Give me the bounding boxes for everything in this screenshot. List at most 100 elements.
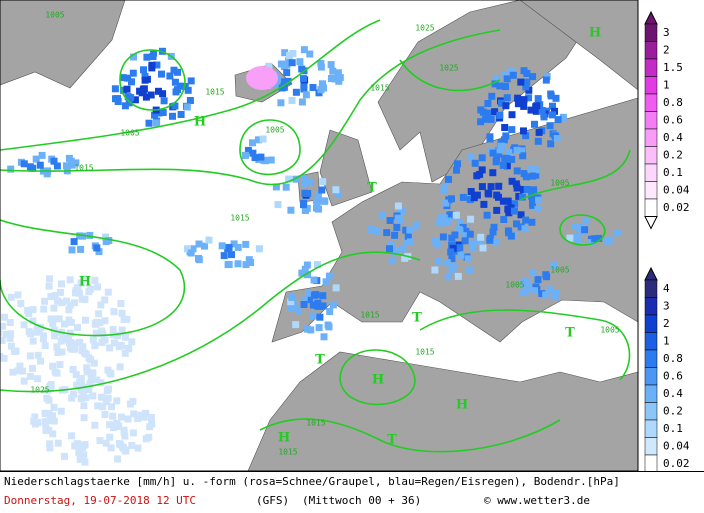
- precip-cell: [225, 244, 233, 251]
- legend-swatch: [644, 163, 658, 182]
- precip-cell: [91, 276, 99, 284]
- precip-cell: [393, 223, 401, 231]
- precip-cell: [504, 205, 512, 213]
- precip-cell: [443, 218, 451, 226]
- precip-cell: [440, 214, 448, 222]
- precip-cell: [302, 91, 310, 99]
- precip-cell: [485, 190, 493, 198]
- precip-cell: [187, 77, 195, 85]
- precip-cell: [19, 367, 27, 375]
- precip-cell: [64, 336, 72, 344]
- precip-cell: [42, 420, 50, 428]
- precip-cell: [86, 285, 94, 293]
- precip-cell: [50, 157, 58, 165]
- precip-cell: [1, 313, 8, 321]
- precip-cell: [319, 178, 327, 186]
- precip-cell: [507, 67, 515, 75]
- precip-cell: [332, 284, 340, 292]
- precip-cell: [513, 184, 521, 192]
- legend-swatch: [644, 128, 658, 147]
- precip-cell: [591, 235, 599, 243]
- precip-cell: [76, 289, 83, 297]
- precip-cell: [480, 200, 488, 208]
- precip-cell: [399, 245, 407, 253]
- precip-cell: [394, 214, 402, 222]
- precip-cell: [141, 76, 149, 84]
- precip-cell: [478, 166, 486, 174]
- precip-cell: [65, 154, 73, 162]
- precip-cell: [502, 102, 510, 110]
- precip-cell: [158, 70, 165, 78]
- isobar: [519, 149, 631, 201]
- precip-cell: [546, 286, 554, 294]
- isobar-label: 1015: [306, 419, 325, 428]
- precip-cell: [327, 75, 335, 82]
- precip-cell: [487, 183, 495, 191]
- legend-swatch: [644, 181, 658, 200]
- precip-cell: [125, 99, 133, 107]
- legend-swatch: [644, 58, 658, 77]
- legend-arrow: [644, 216, 658, 230]
- precip-cell: [98, 339, 106, 346]
- precip-cell: [520, 186, 527, 193]
- precip-cell: [29, 317, 37, 325]
- precip-cell: [125, 345, 133, 353]
- precip-cell: [109, 412, 117, 420]
- precip-cell: [128, 338, 136, 346]
- precip-cell: [488, 92, 496, 100]
- precip-cell: [118, 326, 126, 334]
- precip-cell: [508, 126, 516, 134]
- precip-cell: [303, 325, 311, 333]
- precip-cell: [517, 211, 525, 219]
- precip-cell: [29, 364, 36, 372]
- precip-cell: [517, 78, 525, 86]
- precip-cell: [72, 371, 80, 379]
- precip-cell: [114, 98, 122, 105]
- precip-cell: [456, 227, 464, 235]
- precip-cell: [127, 400, 134, 408]
- precip-cell: [46, 275, 53, 283]
- precip-cell: [95, 310, 103, 318]
- precip-cell: [76, 455, 84, 463]
- legend-label: 2: [663, 43, 670, 56]
- precip-cell: [242, 261, 250, 269]
- precip-cell: [89, 369, 97, 377]
- precip-cell: [476, 170, 484, 178]
- precip-cell: [96, 437, 104, 445]
- precip-cell: [478, 154, 486, 162]
- precip-cell: [68, 161, 76, 169]
- precip-cell: [72, 159, 80, 167]
- precip-cell: [531, 287, 538, 295]
- precip-cell: [587, 239, 595, 247]
- isobar: [419, 309, 631, 381]
- precip-cell: [56, 361, 64, 369]
- precip-cell: [280, 78, 288, 86]
- precip-cell: [318, 186, 326, 194]
- precip-cell: [116, 363, 124, 371]
- precip-cell: [77, 245, 85, 253]
- precip-cell: [78, 381, 85, 389]
- legend-swatch: [644, 111, 658, 130]
- precip-cell: [71, 299, 78, 307]
- legend-label: 1: [663, 78, 670, 91]
- precip-cell: [142, 409, 150, 417]
- legend-label: 0.04: [663, 439, 690, 452]
- precip-cell: [90, 359, 98, 367]
- legend-label: 0.1: [663, 422, 683, 435]
- precip-cell: [513, 146, 521, 154]
- precip-cell: [54, 439, 62, 447]
- precip-cell: [471, 159, 479, 167]
- precip-cell: [514, 94, 522, 102]
- precip-cell: [542, 291, 550, 299]
- precip-cell: [373, 227, 381, 235]
- precip-cell: [29, 164, 37, 172]
- precip-cell: [159, 109, 167, 116]
- precip-cell: [529, 269, 537, 277]
- precip-cell: [94, 283, 101, 291]
- precip-cell: [101, 317, 109, 325]
- precip-cell: [531, 120, 538, 128]
- precip-cell: [140, 66, 147, 74]
- precip-cell: [475, 237, 483, 245]
- precip-cell: [303, 261, 311, 269]
- footer-model: (GFS): [256, 494, 289, 507]
